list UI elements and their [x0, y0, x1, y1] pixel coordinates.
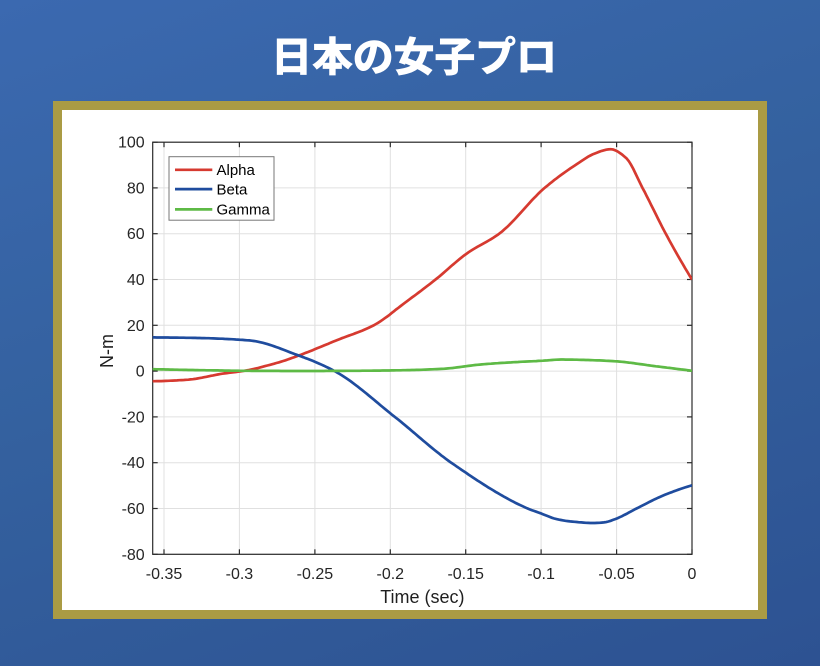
svg-text:Gamma: Gamma	[217, 202, 271, 219]
svg-text:-0.05: -0.05	[598, 566, 635, 583]
svg-text:N-m: N-m	[97, 334, 117, 368]
svg-text:100: 100	[118, 135, 145, 152]
svg-text:60: 60	[127, 226, 145, 243]
svg-text:0: 0	[136, 364, 145, 381]
svg-text:-0.35: -0.35	[146, 566, 183, 583]
svg-text:-40: -40	[122, 455, 145, 472]
svg-text:Alpha: Alpha	[217, 162, 256, 179]
svg-text:Time (sec): Time (sec)	[380, 587, 464, 607]
svg-text:40: 40	[127, 272, 145, 289]
svg-text:-0.15: -0.15	[447, 566, 484, 583]
svg-text:-0.2: -0.2	[377, 566, 405, 583]
svg-text:-0.3: -0.3	[226, 566, 254, 583]
svg-text:Beta: Beta	[217, 181, 249, 198]
svg-text:-60: -60	[122, 501, 145, 518]
svg-text:20: 20	[127, 318, 145, 335]
svg-text:-0.1: -0.1	[527, 566, 555, 583]
svg-text:80: 80	[127, 180, 145, 197]
svg-text:-80: -80	[122, 547, 145, 564]
svg-text:-20: -20	[122, 409, 145, 426]
svg-text:0: 0	[688, 566, 697, 583]
svg-text:-0.25: -0.25	[297, 566, 334, 583]
